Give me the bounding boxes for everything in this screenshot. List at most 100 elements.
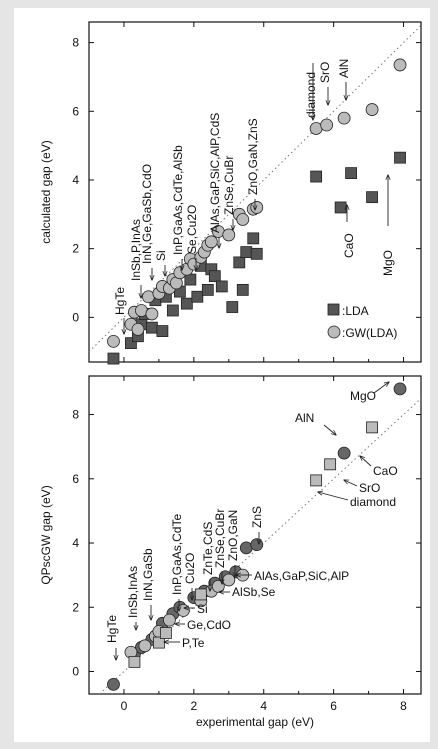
annotation-label: CaO xyxy=(342,233,356,258)
data-point-circle xyxy=(250,201,264,214)
data-point-square xyxy=(233,256,246,269)
data-point-square xyxy=(394,151,406,164)
y-tick-label: 2 xyxy=(72,242,79,256)
data-point-square xyxy=(226,301,239,313)
data-point-square xyxy=(191,290,204,303)
annotation-arrow xyxy=(318,492,349,501)
data-point-square xyxy=(250,247,263,260)
annotation-label: AlN xyxy=(337,59,351,78)
data-point-square xyxy=(156,325,169,337)
data-point-square xyxy=(366,191,378,204)
data-point-circle xyxy=(107,677,120,691)
data-point-circle xyxy=(393,58,407,72)
y-axis-label: QPscGW gap (eV) xyxy=(39,485,53,584)
annotation-arrow xyxy=(373,382,389,394)
annotation-label: MgO xyxy=(381,250,395,276)
y-tick-label: 4 xyxy=(72,536,79,550)
annotation-label: InP,GaAs,CdTe,AlSb xyxy=(171,145,185,255)
y-tick-label: 8 xyxy=(72,36,79,50)
y-tick-label: 4 xyxy=(72,173,79,187)
annotation-label: SrO xyxy=(318,62,332,83)
data-point-square xyxy=(180,297,193,310)
x-tick-label: 8 xyxy=(400,699,407,713)
y-tick-label: 0 xyxy=(72,665,79,679)
data-point-circle xyxy=(204,235,218,249)
annotation-label: AlAs,GaP,SiC,AlP,CdS xyxy=(208,113,222,233)
data-point-circle xyxy=(365,103,379,116)
annotation-label: Si xyxy=(154,250,168,261)
annotation-label: InSb,InAs xyxy=(126,566,140,618)
data-point-square xyxy=(334,201,347,214)
data-point-circle xyxy=(337,111,351,125)
data-point-circle xyxy=(250,538,264,552)
annotation-label: InSb,P,InAs xyxy=(129,219,143,281)
x-tick-label: 2 xyxy=(190,699,197,713)
top-panel: 0 2 4 6 8 calculated gap (eV) :LDA :GW(LDA) HgTe… xyxy=(39,21,422,365)
data-point-circle xyxy=(337,446,351,460)
data-point-square xyxy=(184,273,197,286)
y-tick-label: 6 xyxy=(72,104,79,118)
annotation-label: ZnSe,CuBr xyxy=(222,156,236,215)
y-tick-label: 8 xyxy=(72,408,79,422)
annotation-label: InP,GaAs,CdTe xyxy=(170,514,184,595)
annotation-label: Se,Cu2O xyxy=(185,205,199,254)
data-point-square xyxy=(310,170,323,183)
annotation-label: InN,GaSb xyxy=(141,548,155,601)
annotation-label: Ge,CdO xyxy=(187,618,231,632)
annotation-arrow xyxy=(344,480,358,487)
data-point-circle xyxy=(236,213,250,226)
data-point-square xyxy=(125,337,137,350)
data-point-circle xyxy=(211,579,225,593)
annotation-label: Cu2O xyxy=(183,553,197,584)
data-point-circle xyxy=(138,639,152,653)
data-point-square xyxy=(215,280,228,293)
data-point-square xyxy=(128,655,141,668)
y-tick-label: 2 xyxy=(72,600,79,614)
x-tick-label: 4 xyxy=(260,699,267,713)
bottom-panel: 0 2 4 6 8 0 2 4 6 8 QPscGW gap (eV) experimental ga… xyxy=(39,375,422,729)
legend-swatch-gw xyxy=(327,325,341,339)
annotation-label: ZnTe,CdS xyxy=(201,522,215,575)
annotation-label: ZnS xyxy=(250,506,264,528)
y-axis-label: calculated gap (eV) xyxy=(39,140,53,243)
figure: 0 2 4 6 8 calculated gap (eV) :LDA :GW(LDA) HgTe… xyxy=(14,8,430,742)
legend-label-lda: :LDA xyxy=(342,304,369,318)
annotation-label: Si xyxy=(197,602,208,616)
annotation-label: AlN xyxy=(295,411,314,425)
annotation-label: HgTe xyxy=(113,287,127,315)
data-point-square xyxy=(324,458,337,471)
data-point-square xyxy=(194,588,207,601)
annotation-label: SrO xyxy=(359,481,380,495)
annotation-label: ZnSe,CuBr xyxy=(213,509,227,568)
data-point-square xyxy=(146,321,158,334)
annotation-label: AlSb,Se xyxy=(232,585,276,599)
data-point-square xyxy=(107,352,120,365)
data-point-circle xyxy=(320,118,334,132)
annotation-label: diamond xyxy=(350,495,396,509)
data-point-circle xyxy=(162,613,176,627)
data-point-square xyxy=(201,283,214,296)
data-point-square xyxy=(247,232,260,245)
data-point-circle xyxy=(107,334,120,348)
data-point-square xyxy=(240,246,253,259)
annotation-label: InN,Ge,GaSb,CdO xyxy=(140,164,154,264)
y-tick-label: 0 xyxy=(72,310,79,324)
chart-svg: 0 2 4 6 8 calculated gap (eV) :LDA :GW(LDA) HgTe… xyxy=(39,21,422,729)
data-point-circle xyxy=(131,322,145,336)
annotation-label: CaO xyxy=(373,464,398,478)
annotation-label: P,Te xyxy=(182,636,205,650)
legend-swatch-lda xyxy=(327,303,340,316)
data-point-square xyxy=(159,627,172,639)
data-point-square xyxy=(345,167,358,180)
data-point-square xyxy=(208,270,221,283)
data-point-circle xyxy=(393,382,407,396)
annotation-label: AlAs,GaP,SiC,AlP xyxy=(254,569,349,583)
x-tick-label: 6 xyxy=(330,699,337,713)
annotation-label: MgO xyxy=(350,389,376,403)
legend-label-gw: :GW(LDA) xyxy=(342,326,397,340)
data-point-square xyxy=(366,421,378,434)
data-point-circle xyxy=(145,307,159,321)
data-point-square xyxy=(310,474,323,487)
annotation-arrow xyxy=(360,456,372,467)
data-point-circle xyxy=(222,228,236,242)
